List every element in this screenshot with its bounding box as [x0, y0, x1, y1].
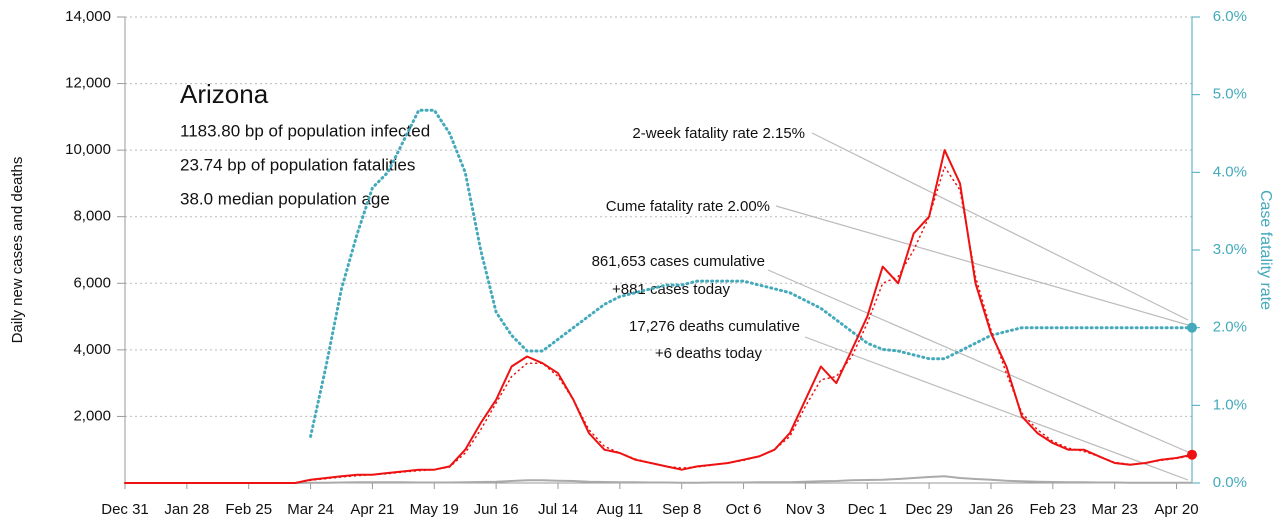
x-tick-label: Jan 26: [968, 501, 1013, 518]
series-line: [124, 475, 1193, 484]
y2-tick-label: 0.0%: [1213, 474, 1247, 491]
x-tick-label: Oct 6: [726, 501, 762, 518]
annotation: Cume fatality rate 2.00%: [606, 198, 770, 215]
y2-tick-label: 2.0%: [1213, 319, 1247, 336]
x-tick-label: Mar 24: [287, 501, 334, 518]
end-marker: [1187, 449, 1197, 460]
y-tick-label: 14,000: [65, 8, 111, 25]
x-tick-label: Mar 23: [1091, 501, 1138, 518]
leader-lines: [767, 132, 1189, 481]
subtitle: 1183.80 bp of population infected: [180, 121, 430, 140]
annotation: +881 cases today: [612, 281, 731, 298]
subtitle: 23.74 bp of population fatalities: [180, 155, 415, 174]
series-line: [309, 108, 1194, 438]
leader-line: [767, 269, 1189, 453]
y-tick-label: 2,000: [73, 407, 111, 424]
x-tick-label: Jan 28: [164, 501, 209, 518]
leader-line: [811, 132, 1189, 321]
y2-tick-label: 5.0%: [1213, 86, 1247, 103]
plot: 2,000 4,000 6,000 8,000 10,000 12,000 14,000 0.…: [65, 8, 1247, 518]
x-tick-label: Apr 20: [1154, 501, 1198, 518]
y-tick-label: 10,000: [65, 141, 111, 158]
annotation: 861,653 cases cumulative: [592, 253, 765, 270]
x-tick-label: Dec 29: [905, 501, 953, 518]
series-line: [124, 149, 1193, 484]
y2-tick-label: 3.0%: [1213, 241, 1247, 258]
subtitle: 38.0 median population age: [180, 189, 390, 208]
end-marker: [1187, 322, 1197, 333]
x-tick-label: Dec 31: [101, 501, 149, 518]
x-tick-label: Sep 8: [662, 501, 701, 518]
y2-tick-label: 4.0%: [1213, 163, 1247, 180]
x-tick-label: Jul 14: [538, 501, 578, 518]
x-tick-label: Aug 11: [597, 501, 643, 518]
annotation: 2-week fatality rate 2.15%: [632, 125, 805, 142]
leader-line: [775, 205, 1189, 326]
x-tick-label: Dec 1: [848, 501, 887, 518]
x-tick-label: Feb 23: [1029, 501, 1076, 518]
leader-line: [804, 336, 1189, 481]
y-axis-label: Daily new cases and deaths: [9, 157, 26, 344]
x-tick-label: May 19: [410, 501, 459, 518]
annotation: 17,276 deaths cumulative: [629, 318, 800, 335]
y-tick-label: 8,000: [73, 208, 111, 225]
x-tick-label: Feb 25: [225, 501, 272, 518]
y-tick-label: 4,000: [73, 341, 111, 358]
chart-title: Arizona: [180, 79, 269, 109]
y-tick-label: 6,000: [73, 274, 111, 291]
x-tick-label: Apr 21: [350, 501, 394, 518]
y-tick-label: 12,000: [65, 75, 111, 92]
y2-tick-label: 1.0%: [1213, 396, 1247, 413]
x-tick-label: Jun 16: [474, 501, 519, 518]
annotation: +6 deaths today: [655, 345, 763, 362]
x-tick-label: Nov 3: [786, 501, 825, 518]
y2-axis-label: Case fatality rate: [1257, 190, 1274, 310]
y2-tick-label: 6.0%: [1213, 8, 1247, 25]
